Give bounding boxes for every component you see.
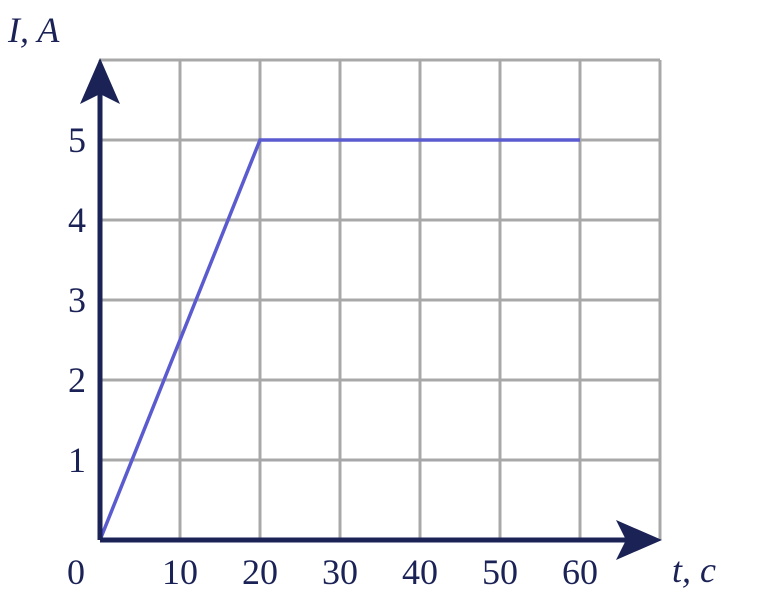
x-tick-label: 0 [67,552,85,592]
y-axis-arrow [80,58,120,104]
y-tick-label: 1 [68,440,86,480]
x-axis-arrow [616,520,662,560]
x-axis-label: t, c [672,550,716,590]
x-tick-label: 60 [562,552,598,592]
x-tick-label: 40 [402,552,438,592]
x-tick-label: 50 [482,552,518,592]
axes [80,58,662,560]
x-tick-label: 10 [162,552,198,592]
y-tick-label: 4 [68,200,86,240]
x-tick-label: 20 [242,552,278,592]
data-line [98,138,580,541]
y-axis-label: I, A [7,10,60,50]
x-tick-label: 30 [322,552,358,592]
y-tick-label: 3 [68,280,86,320]
y-tick-label: 5 [68,120,86,160]
y-tick-label: 2 [68,360,86,400]
